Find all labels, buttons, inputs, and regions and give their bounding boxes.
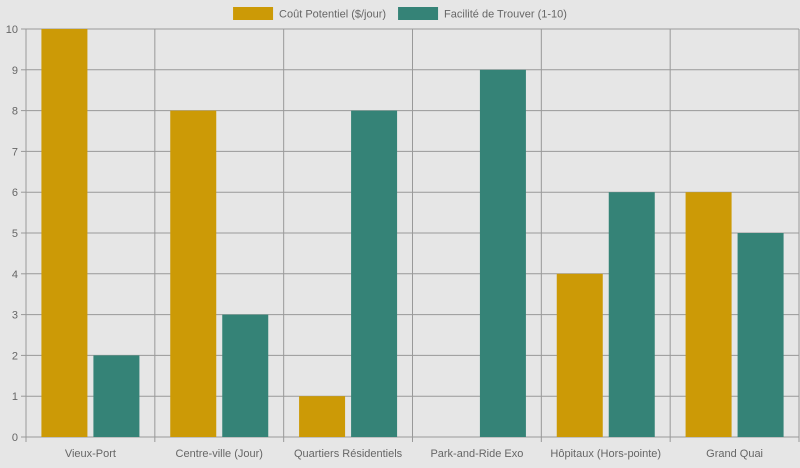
x-tick-label: Hôpitaux (Hors-pointe) [550,448,661,460]
y-tick-label: 2 [12,350,18,362]
bar-cout-0 [41,29,88,437]
y-tick-label: 3 [12,310,18,322]
x-tick-label: Quartiers Résidentiels [294,448,403,460]
x-tick-label: Grand Quai [706,448,763,460]
legend-swatch-facilite[interactable] [398,7,439,20]
bar-facilite-4 [608,192,655,437]
legend-label-cout[interactable]: Coût Potentiel ($/jour) [279,9,386,21]
bar-facilite-3 [479,69,526,438]
grid-layer [25,28,800,442]
y-tick-label: 4 [12,269,18,281]
y-tick-label: 5 [12,228,18,240]
bar-facilite-2 [351,110,398,437]
bar-cout-5 [685,192,732,437]
axis-layer: 0 1 2 3 4 5 6 7 8 9 10 Vieux-Port Centre-ville (Jour… [6,24,763,460]
legend: Coût Potentiel ($/jour) Facilité de Trouv… [233,7,567,21]
bar-facilite-5 [737,233,784,437]
bars-layer [41,29,784,438]
y-tick-label: 7 [12,146,18,158]
x-tick-label: Park-and-Ride Exo [430,448,523,460]
legend-label-facilite[interactable]: Facilité de Trouver (1-10) [444,9,567,21]
y-tick-label: 10 [6,24,18,36]
bar-facilite-1 [222,314,269,437]
legend-swatch-cout[interactable] [233,7,274,20]
bar-cout-2 [299,396,346,437]
bar-cout-1 [170,110,217,437]
x-tick-label: Vieux-Port [65,448,116,460]
bar-cout-4 [556,273,603,437]
y-tick-label: 1 [12,391,18,403]
y-tick-label: 6 [12,187,18,199]
bar-facilite-0 [93,355,140,437]
y-tick-label: 9 [12,65,18,77]
y-tick-label: 0 [12,432,18,444]
x-tick-label: Centre-ville (Jour) [176,448,263,460]
y-tick-label: 8 [12,106,18,118]
